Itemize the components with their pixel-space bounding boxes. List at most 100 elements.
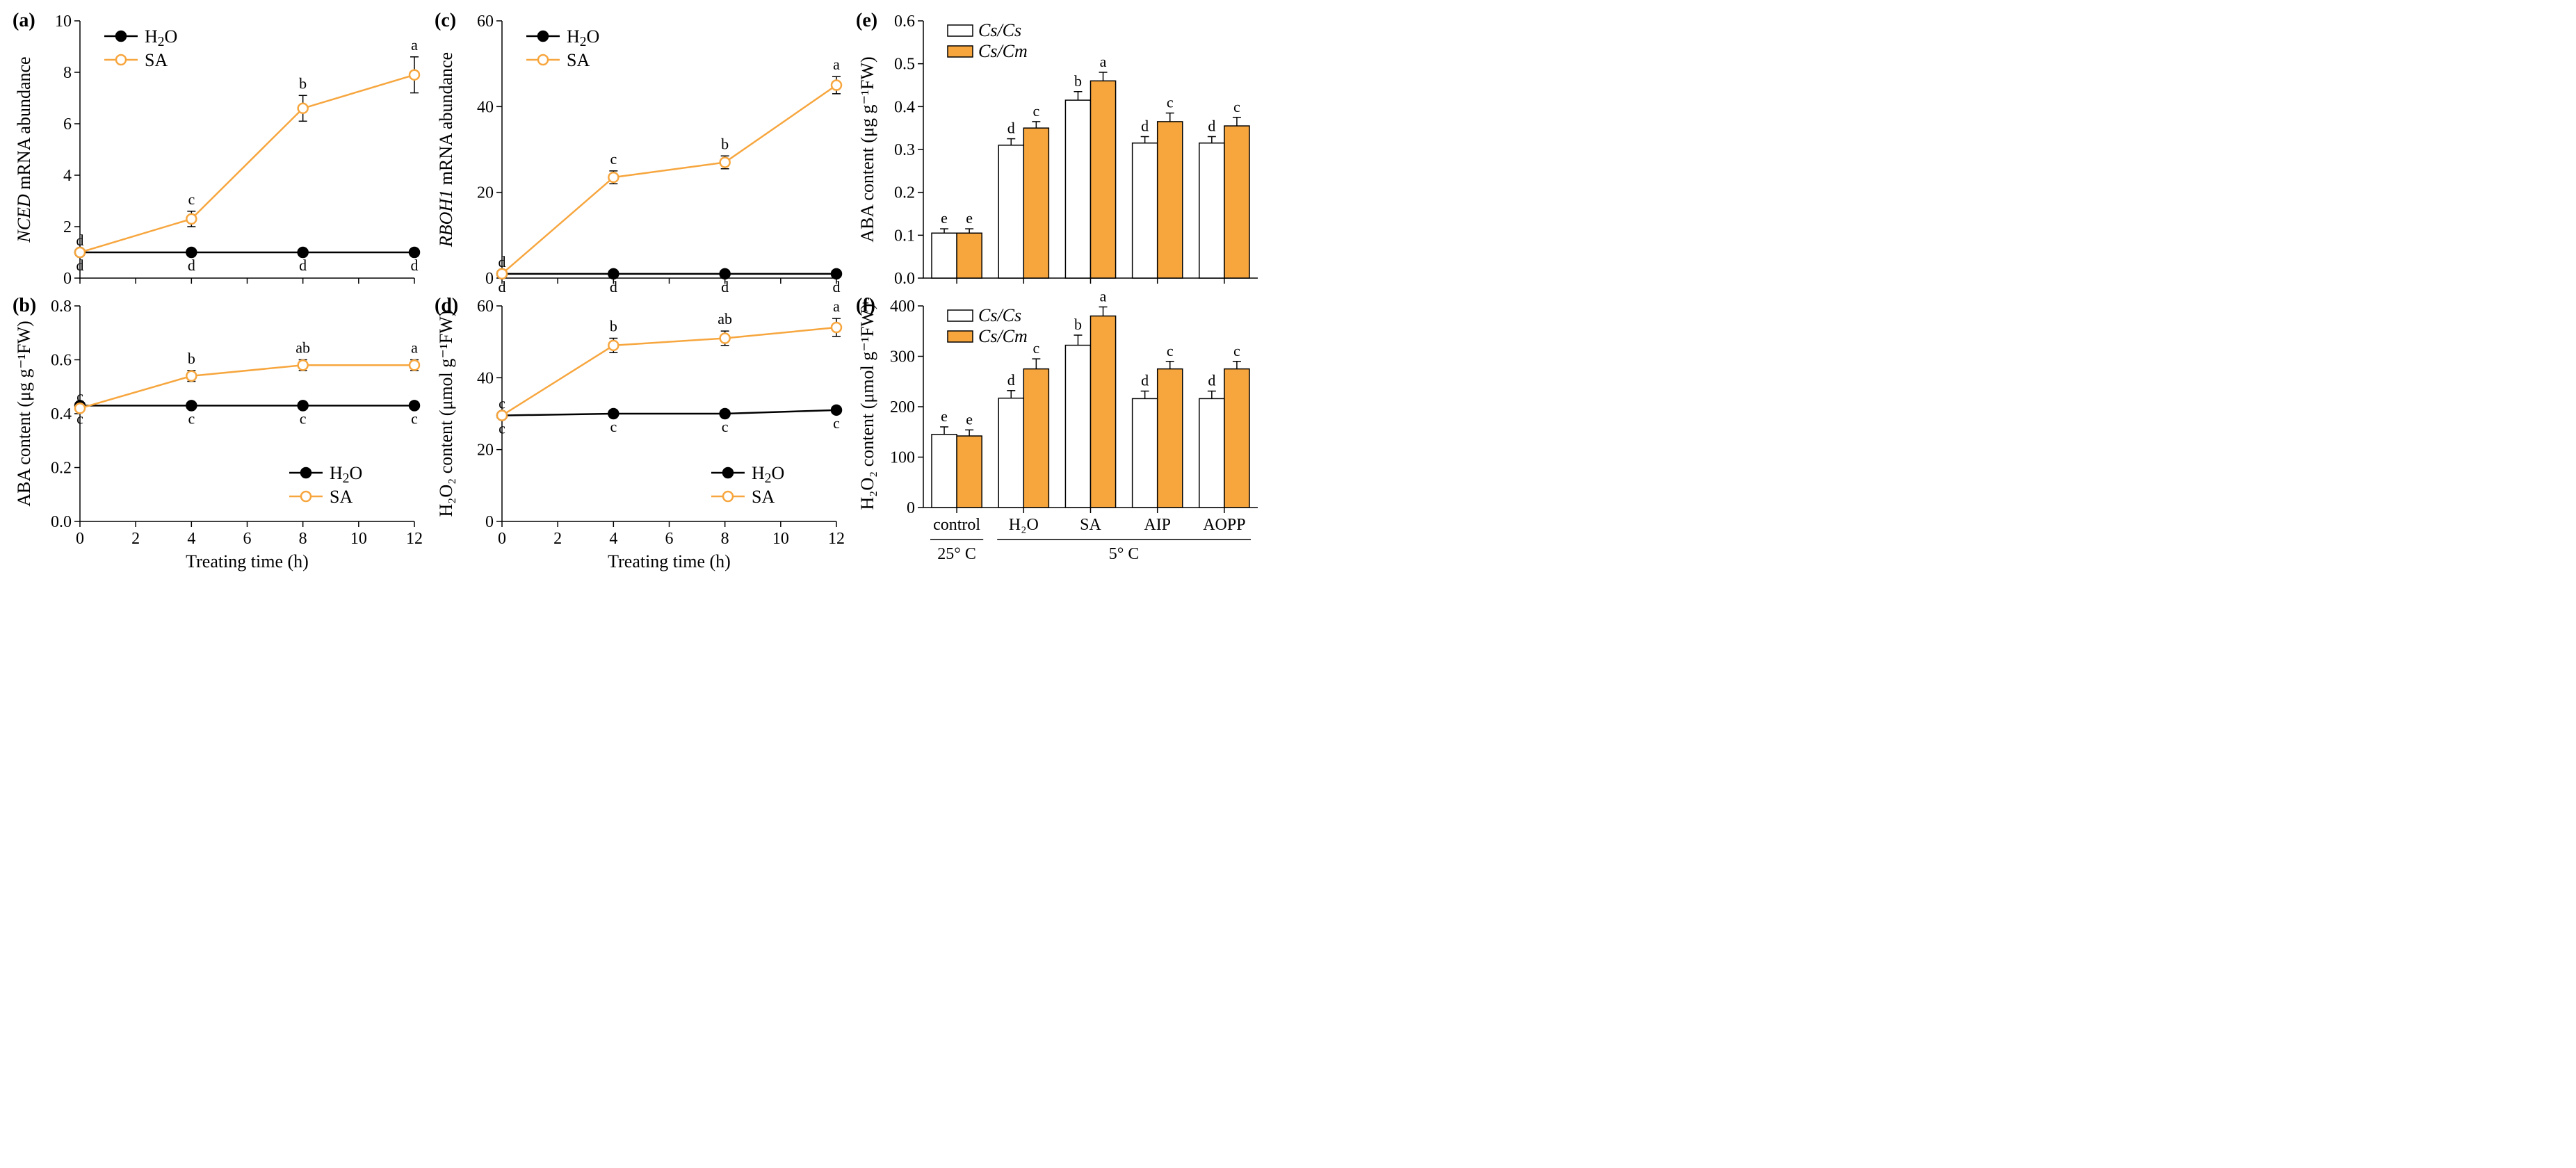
panel-c: (c)0204060RBOH1 mRNA abundancedddddcbaH2… xyxy=(429,7,851,292)
svg-text:c: c xyxy=(610,418,617,435)
svg-text:25° C: 25° C xyxy=(938,545,977,563)
svg-text:0.5: 0.5 xyxy=(894,56,915,74)
svg-text:0.4: 0.4 xyxy=(894,98,915,116)
svg-text:d: d xyxy=(721,278,729,292)
svg-text:200: 200 xyxy=(890,398,915,416)
svg-text:b: b xyxy=(1074,72,1082,90)
svg-text:d: d xyxy=(76,257,84,274)
svg-text:(e): (e) xyxy=(856,10,877,31)
svg-text:d: d xyxy=(1208,372,1216,389)
svg-text:d: d xyxy=(411,257,419,274)
svg-text:a: a xyxy=(411,36,418,54)
svg-text:c: c xyxy=(1167,94,1174,111)
svg-text:e: e xyxy=(941,209,948,227)
svg-text:2: 2 xyxy=(63,218,72,236)
svg-text:40: 40 xyxy=(477,369,494,387)
svg-text:8: 8 xyxy=(720,530,729,548)
svg-text:(a): (a) xyxy=(13,10,35,31)
svg-text:a: a xyxy=(833,56,840,73)
svg-text:c: c xyxy=(76,409,83,427)
svg-text:100: 100 xyxy=(890,449,915,467)
svg-text:0.6: 0.6 xyxy=(894,13,915,31)
svg-text:control: control xyxy=(933,516,980,534)
svg-text:0.3: 0.3 xyxy=(894,141,915,159)
svg-text:d: d xyxy=(498,253,505,270)
svg-text:12: 12 xyxy=(406,530,423,548)
svg-text:40: 40 xyxy=(477,98,494,116)
svg-text:2: 2 xyxy=(131,530,140,548)
svg-text:0: 0 xyxy=(76,530,84,548)
svg-text:e: e xyxy=(966,410,973,428)
svg-text:ab: ab xyxy=(295,339,310,357)
svg-text:d: d xyxy=(1007,371,1015,389)
figure-grid: (a)0246810NCED mRNA abundancedddddcbaH2O… xyxy=(7,7,1272,577)
svg-text:0.1: 0.1 xyxy=(894,227,915,245)
svg-text:c: c xyxy=(1233,342,1240,359)
svg-text:20: 20 xyxy=(477,184,494,202)
svg-text:e: e xyxy=(941,407,948,425)
svg-text:e: e xyxy=(966,209,973,227)
svg-text:2: 2 xyxy=(553,530,562,548)
svg-text:RBOH1 mRNA abundance: RBOH1 mRNA abundance xyxy=(436,52,456,248)
svg-text:H₂O: H₂O xyxy=(1009,516,1039,534)
svg-text:SA: SA xyxy=(1080,516,1101,534)
svg-text:c: c xyxy=(499,395,505,412)
svg-text:SA: SA xyxy=(752,487,775,507)
svg-text:H₂O₂ content (μmol g⁻¹FW): H₂O₂ content (μmol g⁻¹FW) xyxy=(857,304,877,510)
svg-text:SA: SA xyxy=(145,50,168,70)
svg-text:60: 60 xyxy=(477,13,494,31)
svg-text:b: b xyxy=(299,74,307,92)
svg-text:c: c xyxy=(411,409,418,427)
svg-text:d: d xyxy=(188,257,195,274)
svg-text:ABA content (μg g⁻¹FW): ABA content (μg g⁻¹FW) xyxy=(14,321,34,506)
svg-text:d: d xyxy=(498,278,505,292)
svg-text:c: c xyxy=(1033,102,1040,120)
svg-text:c: c xyxy=(833,414,840,432)
svg-text:0: 0 xyxy=(485,270,494,288)
svg-text:0: 0 xyxy=(907,499,915,517)
svg-text:H2O: H2O xyxy=(145,26,177,49)
svg-text:300: 300 xyxy=(890,348,915,366)
svg-text:H₂O₂ content (μmol g⁻¹FW): H₂O₂ content (μmol g⁻¹FW) xyxy=(436,311,456,517)
svg-text:c: c xyxy=(1167,342,1174,359)
svg-text:c: c xyxy=(300,409,307,427)
svg-text:4: 4 xyxy=(187,530,195,548)
svg-text:c: c xyxy=(188,190,195,208)
svg-text:6: 6 xyxy=(243,530,252,548)
svg-text:d: d xyxy=(1141,372,1149,389)
svg-text:6: 6 xyxy=(665,530,673,548)
svg-text:b: b xyxy=(721,135,729,152)
svg-text:6: 6 xyxy=(63,115,72,133)
panel-d: (d)0204060024681012H₂O₂ content (μmol g⁻… xyxy=(429,292,851,577)
svg-text:Cs/Cs: Cs/Cs xyxy=(978,20,1021,40)
svg-text:AIP: AIP xyxy=(1144,516,1172,534)
svg-text:c: c xyxy=(1033,339,1040,357)
svg-text:d: d xyxy=(76,232,84,249)
svg-text:a: a xyxy=(1100,292,1107,305)
svg-text:0: 0 xyxy=(63,270,72,288)
svg-text:400: 400 xyxy=(890,298,915,316)
svg-text:8: 8 xyxy=(63,64,72,82)
svg-text:0.0: 0.0 xyxy=(51,513,72,531)
svg-text:0: 0 xyxy=(498,530,506,548)
svg-text:H2O: H2O xyxy=(567,26,599,49)
svg-text:d: d xyxy=(609,278,617,292)
svg-text:10: 10 xyxy=(772,530,788,548)
svg-text:c: c xyxy=(188,409,195,427)
svg-text:AOPP: AOPP xyxy=(1204,516,1246,534)
svg-text:0.2: 0.2 xyxy=(894,184,915,202)
svg-text:b: b xyxy=(1074,316,1082,333)
svg-text:ab: ab xyxy=(718,310,732,327)
svg-text:12: 12 xyxy=(828,530,845,548)
svg-text:d: d xyxy=(832,278,840,292)
svg-text:c: c xyxy=(610,150,617,168)
svg-text:H2O: H2O xyxy=(330,463,362,486)
svg-text:d: d xyxy=(1208,117,1216,135)
svg-text:5° C: 5° C xyxy=(1109,545,1140,563)
svg-text:(c): (c) xyxy=(435,10,456,31)
panel-f: (f)0100200300400H₂O₂ content (μmol g⁻¹FW… xyxy=(850,292,1272,577)
svg-text:4: 4 xyxy=(63,167,72,185)
svg-text:Treating time (h): Treating time (h) xyxy=(608,551,731,571)
svg-text:60: 60 xyxy=(477,298,494,316)
svg-text:b: b xyxy=(609,318,617,335)
